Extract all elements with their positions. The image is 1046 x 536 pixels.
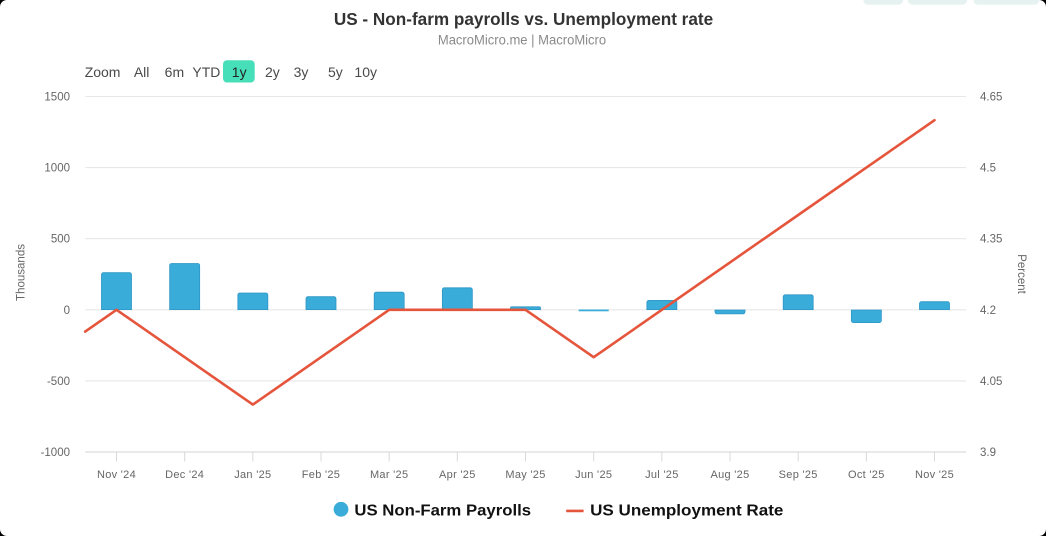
svg-text:Percent: Percent xyxy=(1015,254,1027,294)
svg-text:3y: 3y xyxy=(294,64,309,80)
svg-text:4.05: 4.05 xyxy=(980,376,1002,388)
svg-text:1500: 1500 xyxy=(44,92,70,104)
svg-text:Aug '25: Aug '25 xyxy=(710,469,749,481)
svg-text:Jun '25: Jun '25 xyxy=(575,469,612,481)
svg-text:Apr '25: Apr '25 xyxy=(439,469,476,481)
svg-text:Dec '24: Dec '24 xyxy=(165,469,204,481)
svg-text:4.35: 4.35 xyxy=(980,234,1002,246)
svg-text:4.5: 4.5 xyxy=(980,163,996,175)
svg-text:MacroMicro.me | MacroMicro: MacroMicro.me | MacroMicro xyxy=(438,32,606,47)
svg-text:-500: -500 xyxy=(47,376,70,388)
svg-text:3.9: 3.9 xyxy=(980,447,996,459)
svg-text:US - Non-farm payrolls vs. Une: US - Non-farm payrolls vs. Unemployment … xyxy=(334,9,713,29)
svg-text:Nov '24: Nov '24 xyxy=(97,469,136,481)
svg-text:Thousands: Thousands xyxy=(15,244,27,301)
svg-text:Zoom: Zoom xyxy=(85,64,121,80)
svg-text:US Non-Farm Payrolls: US Non-Farm Payrolls xyxy=(354,503,531,520)
svg-text:4.65: 4.65 xyxy=(980,92,1002,104)
svg-text:Mar '25: Mar '25 xyxy=(370,469,408,481)
svg-text:0: 0 xyxy=(64,305,70,317)
svg-text:4.2: 4.2 xyxy=(980,305,996,317)
svg-text:Feb '25: Feb '25 xyxy=(302,469,340,481)
svg-text:2y: 2y xyxy=(265,64,280,80)
svg-text:10y: 10y xyxy=(354,64,377,80)
svg-text:-1000: -1000 xyxy=(41,447,70,459)
svg-text:Jan '25: Jan '25 xyxy=(234,469,271,481)
svg-text:US Unemployment Rate: US Unemployment Rate xyxy=(590,503,783,520)
svg-text:Jul '25: Jul '25 xyxy=(645,469,679,481)
svg-text:Nov '25: Nov '25 xyxy=(915,469,954,481)
svg-text:1000: 1000 xyxy=(44,163,70,175)
svg-text:May '25: May '25 xyxy=(505,469,545,481)
svg-text:Oct '25: Oct '25 xyxy=(848,469,885,481)
svg-text:6m: 6m xyxy=(165,64,184,80)
svg-text:5y: 5y xyxy=(328,64,343,80)
svg-text:YTD: YTD xyxy=(192,64,220,80)
svg-text:1y: 1y xyxy=(232,64,247,80)
svg-text:All: All xyxy=(134,64,150,80)
svg-text:Sep '25: Sep '25 xyxy=(779,469,818,481)
svg-text:500: 500 xyxy=(51,234,70,246)
